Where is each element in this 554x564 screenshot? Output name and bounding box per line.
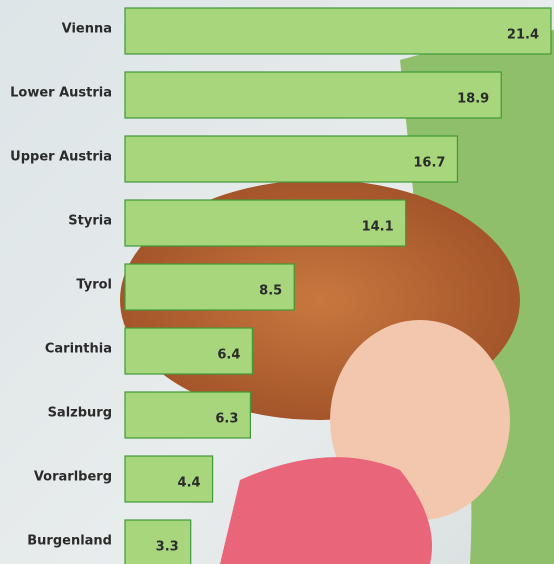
category-label: Carinthia — [45, 342, 112, 357]
category-label: Tyrol — [76, 278, 112, 293]
value-label: 21.4 — [507, 28, 539, 43]
category-label: Lower Austria — [10, 86, 112, 101]
bar — [125, 8, 551, 54]
category-label: Styria — [68, 214, 112, 229]
value-label: 3.3 — [156, 540, 179, 555]
bar — [125, 136, 457, 182]
value-label: 8.5 — [259, 284, 282, 299]
value-label: 16.7 — [413, 156, 445, 171]
category-label: Burgenland — [27, 534, 112, 549]
value-label: 18.9 — [457, 92, 489, 107]
bar — [125, 72, 501, 118]
value-label: 6.3 — [215, 412, 238, 427]
category-label: Salzburg — [48, 406, 112, 421]
value-label: 6.4 — [217, 348, 240, 363]
value-label: 4.4 — [178, 476, 201, 491]
chart: Vienna 21.4 Lower Austria 18.9 Upper Austria… — [0, 0, 554, 564]
value-label: 14.1 — [362, 220, 394, 235]
category-label: Upper Austria — [10, 150, 112, 165]
category-label: Vienna — [62, 22, 112, 37]
page: {"chart_data": {"type": "bar", "orientat… — [0, 0, 554, 564]
category-label: Vorarlberg — [34, 470, 112, 485]
